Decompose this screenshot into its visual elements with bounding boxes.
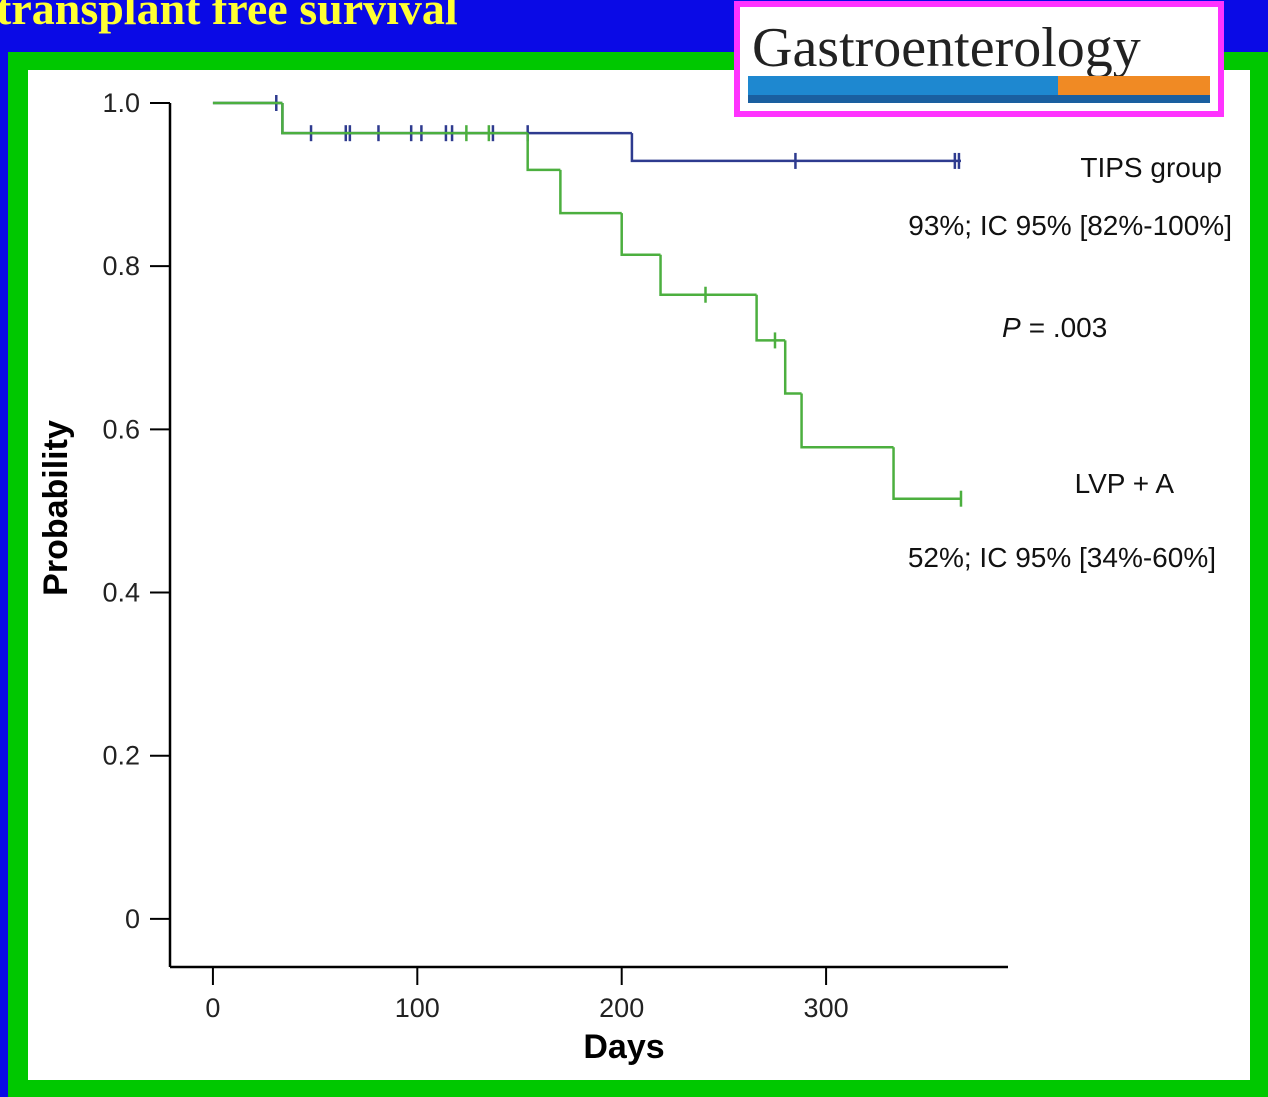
y-tick-label: 0.8 (102, 251, 140, 281)
p-symbol: P (1002, 312, 1021, 343)
survival-step (800, 393, 894, 449)
logo-text: Gastroenterology (752, 17, 1141, 79)
x-tick-label: 0 (205, 993, 220, 1023)
y-tick-label: 0 (125, 904, 140, 934)
survival-step (559, 169, 622, 215)
chart: 0 0.2 0.4 0.6 0.8 1.0 0 100 200 300 Days Probabilit… (37, 88, 1232, 1066)
x-tick-label: 300 (804, 993, 849, 1023)
survival-step (659, 254, 757, 296)
y-axis-title: Probability (37, 420, 75, 596)
x-axis-title: Days (583, 1028, 664, 1066)
survival-step (630, 133, 961, 163)
survival-step (620, 213, 661, 257)
x-tick-label: 200 (599, 993, 644, 1023)
slide-title: transplant free survival (0, 0, 458, 34)
y-tick-label: 0.2 (102, 741, 140, 771)
series-label: TIPS group (1080, 152, 1222, 183)
logo-bar (1058, 76, 1210, 96)
survival-step (892, 447, 961, 500)
p-value: P = .003 (1002, 312, 1107, 343)
logo-bar (748, 95, 1210, 103)
plot-panel (28, 70, 1250, 1080)
estimate-label: 52%; IC 95% [34%-60%] (908, 542, 1216, 573)
logo-bar (748, 76, 1060, 96)
survival-step (281, 103, 528, 135)
series-label: LVP + A (1075, 468, 1175, 499)
survival-step (526, 133, 561, 172)
estimate-label: 93%; IC 95% [82%-100%] (908, 210, 1232, 241)
x-tick-label: 100 (395, 993, 440, 1023)
p-text: = .003 (1029, 312, 1108, 343)
y-tick-label: 0.6 (102, 414, 140, 444)
y-tick-label: 0.4 (102, 578, 140, 608)
y-tick-label: 1.0 (102, 88, 140, 118)
survival-step (783, 340, 802, 395)
